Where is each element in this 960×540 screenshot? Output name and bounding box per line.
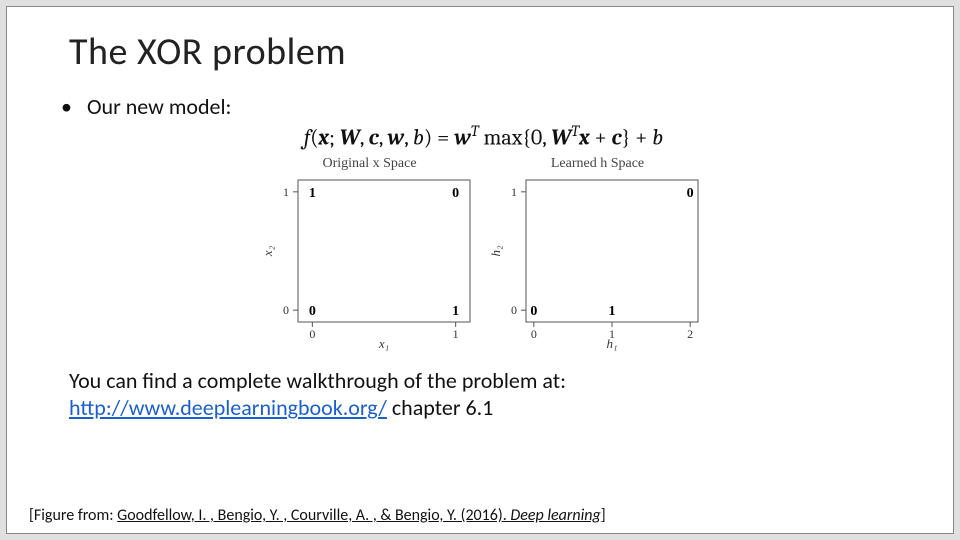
svg-text:x₂: x₂ xyxy=(260,246,275,258)
formula-x2: x xyxy=(579,124,590,150)
citation-pre: [Figure from: xyxy=(29,506,117,525)
walkthrough-tail: chapter 6.1 xyxy=(387,394,493,421)
svg-text:1: 1 xyxy=(308,186,315,201)
svg-text:0: 0 xyxy=(308,304,315,319)
formula-close: } + xyxy=(622,124,652,150)
charts-container: Original x Space 0 1 0 1 x₁ x₂ 0 1 1 0 Learned h … xyxy=(69,156,898,357)
bullet-dot: • xyxy=(61,93,72,120)
formula-big-w2: W xyxy=(551,124,571,150)
svg-text:0: 0 xyxy=(511,303,517,317)
bullet-our-new-model: • Our new model: xyxy=(61,93,898,120)
svg-text:0: 0 xyxy=(309,327,315,341)
walkthrough-link[interactable]: http://www.deeplearningbook.org/ xyxy=(69,394,387,421)
plot-left-svg: 0 1 0 1 x₁ x₂ 0 1 1 0 xyxy=(260,174,480,352)
svg-text:0: 0 xyxy=(530,304,537,319)
chart-left-title: Original x Space xyxy=(260,156,480,172)
plot-right-svg: 01201h₁h₂010 xyxy=(488,174,708,352)
formula-b: b xyxy=(413,124,424,150)
formula-w2: w xyxy=(454,124,471,150)
formula-b2: b xyxy=(652,124,663,150)
formula-w: w xyxy=(388,124,405,150)
svg-text:1: 1 xyxy=(452,327,458,341)
svg-text:1: 1 xyxy=(452,304,459,319)
formula-f: f xyxy=(304,124,310,150)
svg-text:1: 1 xyxy=(608,304,615,319)
svg-text:0: 0 xyxy=(530,327,536,341)
formula-t: T xyxy=(471,122,479,140)
walkthrough-text: You can find a complete walkthrough of t… xyxy=(69,367,898,421)
chart-learned-h-space: Learned h Space 01201h₁h₂010 xyxy=(488,156,708,357)
svg-text:h₁: h₁ xyxy=(606,336,617,351)
svg-text:x₁: x₁ xyxy=(377,336,388,351)
walkthrough-line1: You can find a complete walkthrough of t… xyxy=(69,367,566,394)
formula-eq: = xyxy=(432,124,454,150)
svg-text:1: 1 xyxy=(283,185,289,199)
formula-c2: c xyxy=(612,124,622,150)
svg-text:1: 1 xyxy=(511,185,517,199)
model-formula: f(x; W, c, w, b) = wT max{0, WTx + c} + … xyxy=(69,122,898,150)
svg-text:0: 0 xyxy=(283,303,289,317)
figure-citation: [Figure from: Goodfellow, I. , Bengio, Y… xyxy=(29,506,606,525)
svg-text:0: 0 xyxy=(686,186,693,201)
bullet-text: Our new model: xyxy=(87,93,231,120)
citation-work: Deep learning xyxy=(510,506,600,525)
chart-original-x-space: Original x Space 0 1 0 1 x₁ x₂ 0 1 1 0 xyxy=(260,156,480,357)
citation-post: ] xyxy=(601,506,606,525)
formula-max: max{0, xyxy=(479,124,551,150)
formula-x: x xyxy=(319,124,330,150)
svg-text:h₂: h₂ xyxy=(488,245,503,257)
svg-text:2: 2 xyxy=(687,327,693,341)
svg-text:0: 0 xyxy=(452,186,459,201)
citation-authors: Goodfellow, I. , Bengio, Y. , Courville,… xyxy=(117,506,510,525)
formula-c: c xyxy=(369,124,379,150)
formula-t2: T xyxy=(571,122,579,140)
formula-big-w: W xyxy=(340,124,360,150)
slide-title: The XOR problem xyxy=(69,29,898,75)
chart-right-title: Learned h Space xyxy=(488,156,708,172)
slide: The XOR problem • Our new model: f(x; W,… xyxy=(6,6,954,534)
